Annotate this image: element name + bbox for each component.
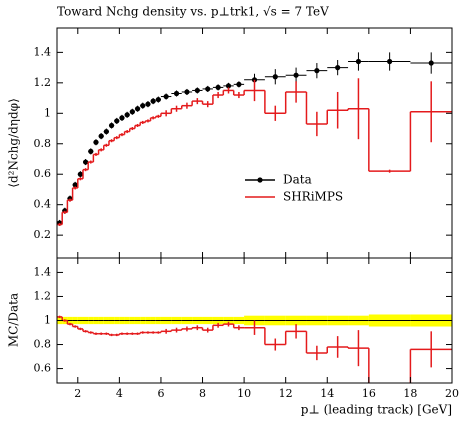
data-point bbox=[215, 84, 221, 91]
x-tick-label: 20 bbox=[445, 387, 459, 400]
x-tick-label: 12 bbox=[279, 387, 293, 400]
data-point bbox=[387, 58, 393, 65]
data-point bbox=[93, 139, 99, 145]
data-point bbox=[236, 81, 242, 87]
data-point bbox=[314, 68, 320, 74]
data-point bbox=[205, 86, 211, 92]
data-point bbox=[124, 112, 130, 118]
data-point bbox=[134, 106, 141, 112]
y-tick-label: 0.4 bbox=[34, 198, 52, 211]
data-point bbox=[140, 103, 146, 109]
y-tick-label: 1.4 bbox=[34, 265, 52, 278]
y-tick-label: 0.6 bbox=[34, 362, 52, 375]
data-point bbox=[119, 115, 125, 121]
data-point bbox=[225, 83, 232, 89]
ratio-y-axis-label: MC/Data bbox=[7, 293, 21, 347]
data-point bbox=[163, 93, 169, 100]
y-tick-label: 1.2 bbox=[34, 76, 52, 89]
plot-area bbox=[57, 52, 452, 227]
y-tick-label: 0.8 bbox=[34, 338, 52, 351]
plot-area bbox=[57, 314, 452, 383]
data-point bbox=[155, 96, 161, 103]
data-point bbox=[129, 109, 135, 115]
x-tick-label: 4 bbox=[116, 387, 123, 400]
y-tick-label: 0.6 bbox=[34, 167, 52, 180]
data-point bbox=[108, 122, 115, 129]
y-tick-label: 1 bbox=[44, 314, 51, 327]
panel-frame bbox=[56, 27, 453, 259]
x-axis-label: p⊥ (leading track) [GeV] bbox=[301, 403, 452, 417]
x-tick-label: 8 bbox=[199, 387, 206, 400]
data-point bbox=[88, 148, 94, 154]
x-tick-label: 18 bbox=[403, 387, 417, 400]
data-point bbox=[82, 159, 89, 165]
chart-title: Toward Nchg density vs. p⊥trk1, √s = 7 T… bbox=[57, 5, 329, 19]
data-point bbox=[173, 90, 180, 97]
data-point bbox=[272, 74, 278, 80]
data-point bbox=[428, 60, 434, 66]
data-point bbox=[194, 87, 200, 94]
legend-label: Data bbox=[283, 173, 312, 187]
data-point bbox=[77, 171, 83, 177]
x-tick-label: 2 bbox=[74, 387, 81, 400]
data-point bbox=[355, 58, 362, 65]
y-tick-label: 0.2 bbox=[34, 228, 52, 241]
x-tick-label: 6 bbox=[157, 387, 164, 400]
legend-label: SHRiMPS bbox=[283, 190, 343, 204]
data-point bbox=[184, 89, 190, 95]
data-point bbox=[98, 133, 104, 139]
data-point bbox=[103, 128, 109, 135]
legend-marker bbox=[257, 177, 263, 183]
x-tick-label: 14 bbox=[320, 387, 334, 400]
data-point bbox=[293, 72, 299, 78]
data-point bbox=[150, 98, 156, 104]
data-point bbox=[72, 182, 78, 188]
y-tick-label: 1.4 bbox=[34, 45, 52, 58]
data-point bbox=[335, 65, 341, 71]
x-tick-label: 10 bbox=[237, 387, 251, 400]
y-axis-label: ⟨d²Nchg/dηdφ⟩ bbox=[7, 98, 21, 187]
data-point bbox=[114, 118, 120, 124]
y-tick-label: 1.2 bbox=[34, 289, 52, 302]
data-point bbox=[145, 101, 151, 107]
x-tick-label: 16 bbox=[362, 387, 376, 400]
y-tick-label: 1 bbox=[44, 106, 51, 119]
y-tick-label: 0.8 bbox=[34, 137, 52, 150]
